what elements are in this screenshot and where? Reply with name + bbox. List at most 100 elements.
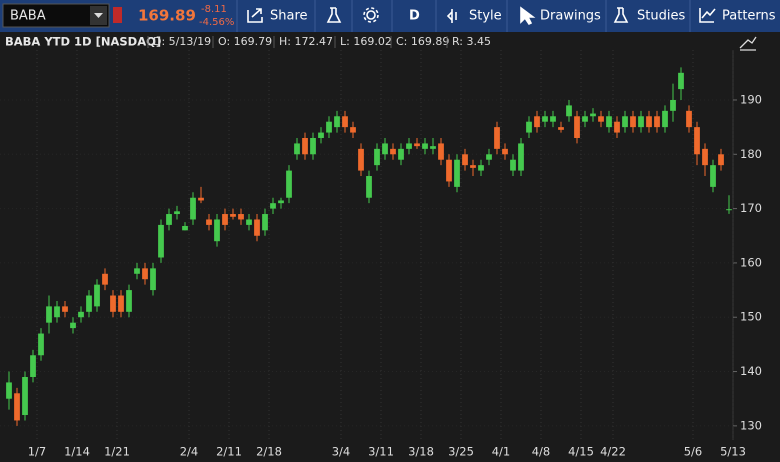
- candle-body: [134, 268, 140, 274]
- candle-body: [214, 219, 220, 242]
- candle-body: [238, 214, 244, 220]
- toolbar-button[interactable]: Patterns: [722, 9, 776, 24]
- candle-body: [662, 110, 668, 128]
- alert-flag: [113, 7, 122, 23]
- candle-body: [358, 148, 364, 171]
- info-field: O: 169.79: [218, 35, 272, 48]
- candle-body: [422, 143, 428, 149]
- candle-body: [686, 110, 692, 128]
- x-tick-label: 2/11: [216, 445, 242, 459]
- candle-body: [254, 219, 260, 236]
- candle-body: [574, 116, 580, 138]
- last-price: 169.89: [138, 7, 196, 25]
- toolbar-button[interactable]: Studies: [637, 9, 685, 24]
- candle-body: [126, 290, 132, 312]
- candle-body: [150, 268, 156, 291]
- candle-body: [630, 116, 636, 128]
- info-field: L: 169.02: [340, 35, 392, 48]
- x-tick-label: 4/8: [532, 445, 551, 459]
- candle-body: [142, 268, 148, 280]
- candle-body: [702, 148, 708, 166]
- candle-body: [510, 159, 516, 171]
- candle-body: [278, 200, 284, 204]
- candle-body: [678, 72, 684, 90]
- toolbar-button[interactable]: Style: [469, 9, 502, 24]
- candle-body: [158, 224, 164, 258]
- x-tick-label: 4/1: [492, 445, 511, 459]
- symbol: BABA: [10, 9, 46, 24]
- candle-body: [38, 333, 44, 356]
- x-tick-label: 3/25: [448, 445, 474, 459]
- candle-body: [230, 214, 236, 217]
- symbol-box[interactable]: [2, 3, 110, 28]
- candle-body: [406, 143, 412, 149]
- candle-body: [6, 382, 12, 399]
- candle-body: [22, 376, 28, 416]
- candle-body: [582, 116, 588, 122]
- candle-body: [534, 116, 540, 128]
- candle-body: [86, 295, 92, 312]
- candle-body: [206, 219, 212, 225]
- x-tick-label: 3/11: [368, 445, 394, 459]
- candle-body: [622, 116, 628, 128]
- candle-body: [350, 127, 356, 133]
- candle-body: [654, 116, 660, 128]
- candle-body: [302, 137, 308, 155]
- toolbar-button[interactable]: Drawings: [540, 9, 601, 24]
- candle-body: [318, 132, 324, 138]
- candle-body: [486, 154, 492, 160]
- chart-settings-icon[interactable]: [739, 36, 757, 51]
- toolbar-icons: [247, 6, 716, 26]
- candle-body: [294, 143, 300, 155]
- toolbar-button[interactable]: Share: [270, 9, 308, 24]
- candle-body: [198, 197, 204, 201]
- candle-body: [614, 121, 620, 133]
- candle-body: [54, 306, 60, 318]
- candle-body: [638, 116, 644, 128]
- toolbar-separators: [236, 0, 691, 32]
- x-tick-label: 5/6: [684, 445, 703, 459]
- candle-body: [646, 116, 652, 128]
- candle-body: [550, 116, 556, 122]
- chart-title: BABA YTD 1D [NASDAQ]: [5, 35, 161, 49]
- y-tick-label: 160: [740, 255, 762, 269]
- y-tick-label: 130: [740, 418, 762, 432]
- candle-body: [726, 209, 732, 211]
- x-tick-label: 3/4: [332, 445, 351, 459]
- candle-body: [606, 116, 612, 128]
- x-tick-label: 3/18: [408, 445, 434, 459]
- candle-body: [110, 295, 116, 312]
- pct-change: -4.56%: [199, 17, 234, 28]
- candle-body: [566, 105, 572, 117]
- x-tick-label: 5/13: [720, 445, 746, 459]
- x-tick-label: 2/18: [256, 445, 282, 459]
- x-tick-label: 1/21: [104, 445, 130, 459]
- candle-body: [118, 295, 124, 312]
- candle-body: [414, 143, 420, 147]
- candle-body: [70, 322, 76, 329]
- candle-body: [182, 225, 188, 231]
- candle-body: [518, 143, 524, 171]
- candle-body: [502, 148, 508, 155]
- dropdown-arrow: [94, 13, 103, 18]
- candle-body: [446, 159, 452, 182]
- candle-body: [222, 214, 228, 225]
- candle-body: [366, 176, 372, 198]
- toolbar: [0, 0, 780, 32]
- y-tick-label: 190: [740, 92, 762, 106]
- x-tick-label: 4/15: [568, 445, 594, 459]
- x-tick-label: 1/7: [28, 445, 47, 459]
- candle-body: [286, 170, 292, 198]
- candle-body: [334, 116, 340, 128]
- candle-body: [62, 306, 68, 312]
- info-field: C: 169.89: [396, 35, 449, 48]
- toolbar-button[interactable]: D: [409, 9, 420, 24]
- candle-body: [78, 311, 84, 318]
- info-field: R: 3.45: [452, 35, 491, 48]
- candle-body: [262, 214, 268, 231]
- candle-body: [102, 273, 108, 285]
- candle-body: [462, 154, 468, 166]
- x-tick-label: 4/22: [600, 445, 626, 459]
